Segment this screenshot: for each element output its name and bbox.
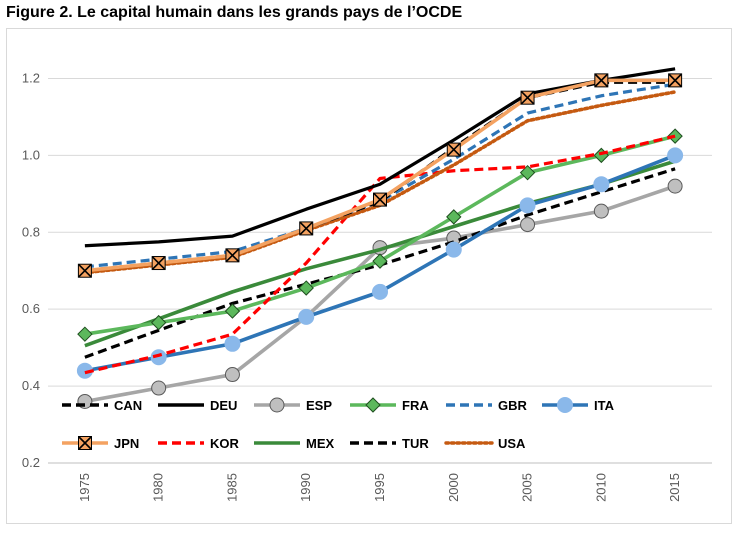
y-axis-ticks: 0.2 0.4 0.6 0.8 1.0 1.2 bbox=[22, 70, 40, 470]
legend-label: DEU bbox=[210, 398, 237, 413]
legend-marker bbox=[365, 397, 381, 413]
data-point-ita bbox=[445, 241, 462, 258]
legend-item-deu: DEU bbox=[158, 398, 237, 413]
data-point-fra bbox=[77, 326, 93, 342]
data-point-jpn bbox=[225, 248, 240, 263]
x-tick-label: 2010 bbox=[593, 473, 608, 502]
chart-frame bbox=[6, 28, 732, 524]
legend-marker bbox=[78, 436, 92, 450]
y-tick-label: 0.8 bbox=[22, 224, 40, 239]
data-point-esp bbox=[667, 178, 683, 194]
data-point-ita bbox=[298, 308, 315, 325]
y-tick-label: 0.4 bbox=[22, 378, 40, 393]
series-group bbox=[76, 67, 684, 409]
data-point-ita bbox=[519, 197, 536, 214]
x-axis-ticks: 1975 1980 1985 1990 1995 2000 2005 2010 2015 bbox=[77, 473, 682, 502]
data-point-jpn bbox=[446, 142, 461, 157]
legend-label: FRA bbox=[402, 398, 429, 413]
series-gbr bbox=[84, 82, 676, 269]
data-point-jpn bbox=[299, 221, 314, 236]
y-tick-label: 1.2 bbox=[22, 70, 40, 85]
legend-item-gbr: GBR bbox=[446, 398, 528, 413]
x-tick-label: 1980 bbox=[151, 473, 166, 502]
data-point-esp bbox=[520, 217, 536, 233]
x-tick-label: 2005 bbox=[520, 473, 535, 502]
legend-item-fra: FRA bbox=[350, 397, 429, 413]
legend-item-jpn: JPN bbox=[62, 436, 139, 451]
data-point-esp bbox=[151, 380, 167, 396]
series-line-gbr bbox=[84, 82, 676, 269]
legend-label: USA bbox=[498, 436, 526, 451]
data-point-jpn bbox=[520, 90, 535, 105]
legend-label: ESP bbox=[306, 398, 332, 413]
legend-marker bbox=[269, 397, 285, 413]
legend-label: GBR bbox=[498, 398, 528, 413]
x-tick-label: 1990 bbox=[298, 473, 313, 502]
x-tick-label: 1975 bbox=[77, 473, 92, 502]
legend-label: TUR bbox=[402, 436, 429, 451]
series-ita bbox=[76, 147, 684, 379]
data-point-ita bbox=[372, 283, 388, 300]
data-point-esp bbox=[593, 203, 609, 219]
data-point-jpn bbox=[151, 256, 166, 271]
legend-label: MEX bbox=[306, 436, 335, 451]
figure-title: Figure 2. Le capital humain dans les gra… bbox=[6, 4, 463, 21]
x-tick-label: 1995 bbox=[372, 473, 387, 502]
legend-item-can: CAN bbox=[62, 398, 142, 413]
data-point-ita bbox=[150, 349, 167, 366]
data-point-fra bbox=[446, 209, 462, 225]
legend-marker bbox=[557, 397, 573, 413]
x-tick-label: 2000 bbox=[446, 473, 461, 502]
series-fra bbox=[77, 128, 683, 342]
series-line-kor bbox=[84, 134, 676, 375]
data-point-fra bbox=[593, 147, 610, 164]
series-line-fra bbox=[84, 134, 676, 336]
data-point-ita bbox=[224, 335, 241, 352]
data-point-jpn bbox=[594, 73, 609, 88]
data-point-esp bbox=[224, 367, 240, 383]
legend-item-ita: ITA bbox=[542, 397, 615, 413]
legend-label: CAN bbox=[114, 398, 142, 413]
legend-label: JPN bbox=[114, 436, 139, 451]
data-point-fra bbox=[224, 303, 241, 319]
data-point-fra bbox=[150, 314, 167, 331]
series-jpn bbox=[77, 73, 683, 278]
legend-item-tur: TUR bbox=[350, 436, 429, 451]
legend-label: KOR bbox=[210, 436, 240, 451]
legend-item-mex: MEX bbox=[254, 436, 335, 451]
x-tick-label: 1985 bbox=[224, 473, 239, 502]
data-point-ita bbox=[593, 176, 610, 193]
data-point-jpn bbox=[77, 263, 92, 278]
y-tick-label: 0.6 bbox=[22, 301, 40, 316]
legend-item-usa: USA bbox=[444, 436, 526, 451]
data-point-fra bbox=[519, 164, 536, 181]
series-kor bbox=[84, 134, 676, 375]
data-point-jpn bbox=[373, 192, 387, 207]
legend-item-esp: ESP bbox=[254, 397, 332, 413]
y-tick-label: 0.2 bbox=[22, 455, 40, 470]
data-point-fra bbox=[298, 280, 314, 296]
legend-item-kor: KOR bbox=[158, 436, 240, 451]
legend: CAN DEU ESP FRA GBR ITA JPN KOR MEX TUR USA bbox=[62, 397, 615, 451]
x-tick-label: 2015 bbox=[667, 473, 682, 502]
data-point-ita bbox=[667, 147, 684, 164]
data-point-fra bbox=[372, 253, 388, 269]
legend-label: ITA bbox=[594, 398, 615, 413]
y-tick-label: 1.0 bbox=[22, 147, 40, 162]
data-point-jpn bbox=[668, 73, 683, 88]
